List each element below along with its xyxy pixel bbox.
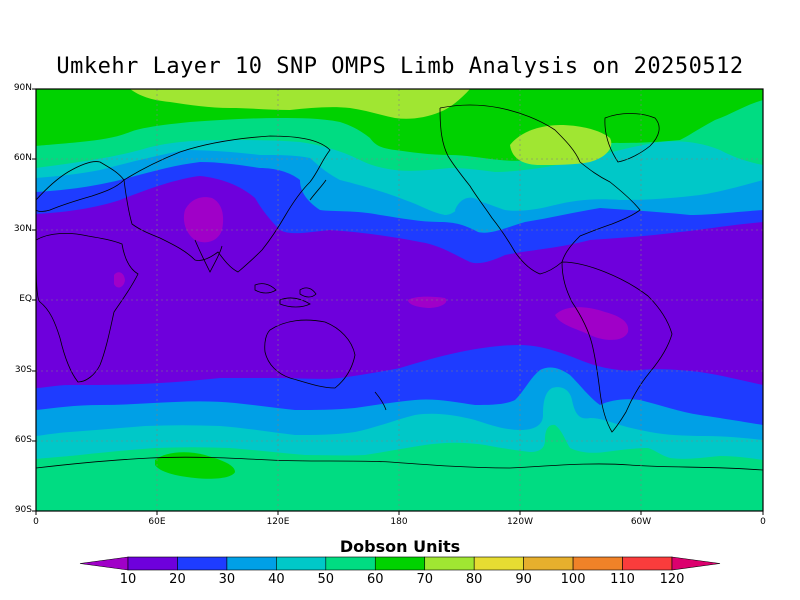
colorbar-title: Dobson Units — [339, 537, 461, 556]
lon-label-120e: 120E — [266, 517, 290, 527]
colorbar-tick-label: 30 — [218, 572, 236, 587]
colorbar-tick-label: 60 — [366, 572, 384, 587]
coastlines — [36, 104, 763, 471]
band-50-60-south — [36, 424, 763, 511]
graticule — [36, 89, 763, 511]
lon-label-60e: 60E — [148, 517, 166, 527]
colorbar-tick-label: 100 — [560, 572, 586, 587]
band-30-40-pacific-bump — [455, 197, 482, 226]
map-title: Umkehr Layer 10 SNP OMPS Limb Analysis o… — [56, 54, 744, 79]
colorbar-tick-label: 120 — [659, 572, 685, 587]
colorbar-tick-label: 20 — [169, 572, 186, 587]
lat-label-90s: 90S — [14, 505, 32, 515]
band-60-70-south-east-antarctica — [155, 452, 235, 479]
colorbar-tick-label: 80 — [465, 572, 483, 587]
colorbar-swatch — [523, 556, 574, 571]
lat-label-eq: EQ — [19, 294, 32, 304]
colorbar-swatch — [622, 556, 673, 571]
lat-label-90n: 90N — [13, 83, 32, 93]
colorbar-swatch — [572, 556, 623, 571]
band-0-10-pacific — [408, 296, 447, 308]
colorbar-tick-label: 10 — [119, 572, 137, 587]
colorbar-tick-label: 70 — [416, 572, 433, 587]
colorbar — [79, 556, 721, 571]
colorbar-under-arrow — [79, 556, 129, 571]
lat-label-30n: 30N — [13, 224, 32, 234]
colorbar-swatch — [325, 556, 376, 571]
ozone-field — [36, 89, 763, 511]
lat-label-60s: 60S — [14, 435, 32, 445]
lon-label-120w: 120W — [506, 517, 534, 527]
band-0-10-africa — [114, 272, 125, 288]
colorbar-swatch — [226, 556, 277, 571]
axis-ticks — [32, 88, 764, 515]
colorbar-swatch — [177, 556, 228, 571]
band-0-10-tibet — [183, 197, 224, 243]
lon-label-180: 180 — [390, 517, 408, 527]
colorbar-swatch — [374, 556, 426, 571]
colorbar-tick-label: 40 — [268, 572, 285, 587]
colorbar-over-arrow — [671, 556, 721, 571]
lon-label-0-west: 0 — [33, 517, 39, 527]
colorbar-tick-label: 50 — [317, 572, 335, 587]
lat-label-60n: 60N — [13, 153, 32, 163]
colorbar-swatch — [276, 556, 327, 571]
lat-label-30s: 30S — [14, 365, 32, 375]
band-0-10-atlantic — [555, 307, 629, 340]
colorbar-swatch — [424, 556, 475, 571]
colorbar-swatch — [473, 556, 524, 571]
band-80-90-north-asia — [130, 89, 470, 119]
colorbar-tick-label: 110 — [610, 572, 635, 587]
colorbar-tick-label: 90 — [515, 572, 532, 587]
lon-label-0-east: 0 — [760, 517, 766, 527]
band-80-90-north-greenland — [510, 125, 612, 165]
colorbar-swatch — [127, 556, 178, 571]
lon-label-60w: 60W — [630, 517, 652, 527]
